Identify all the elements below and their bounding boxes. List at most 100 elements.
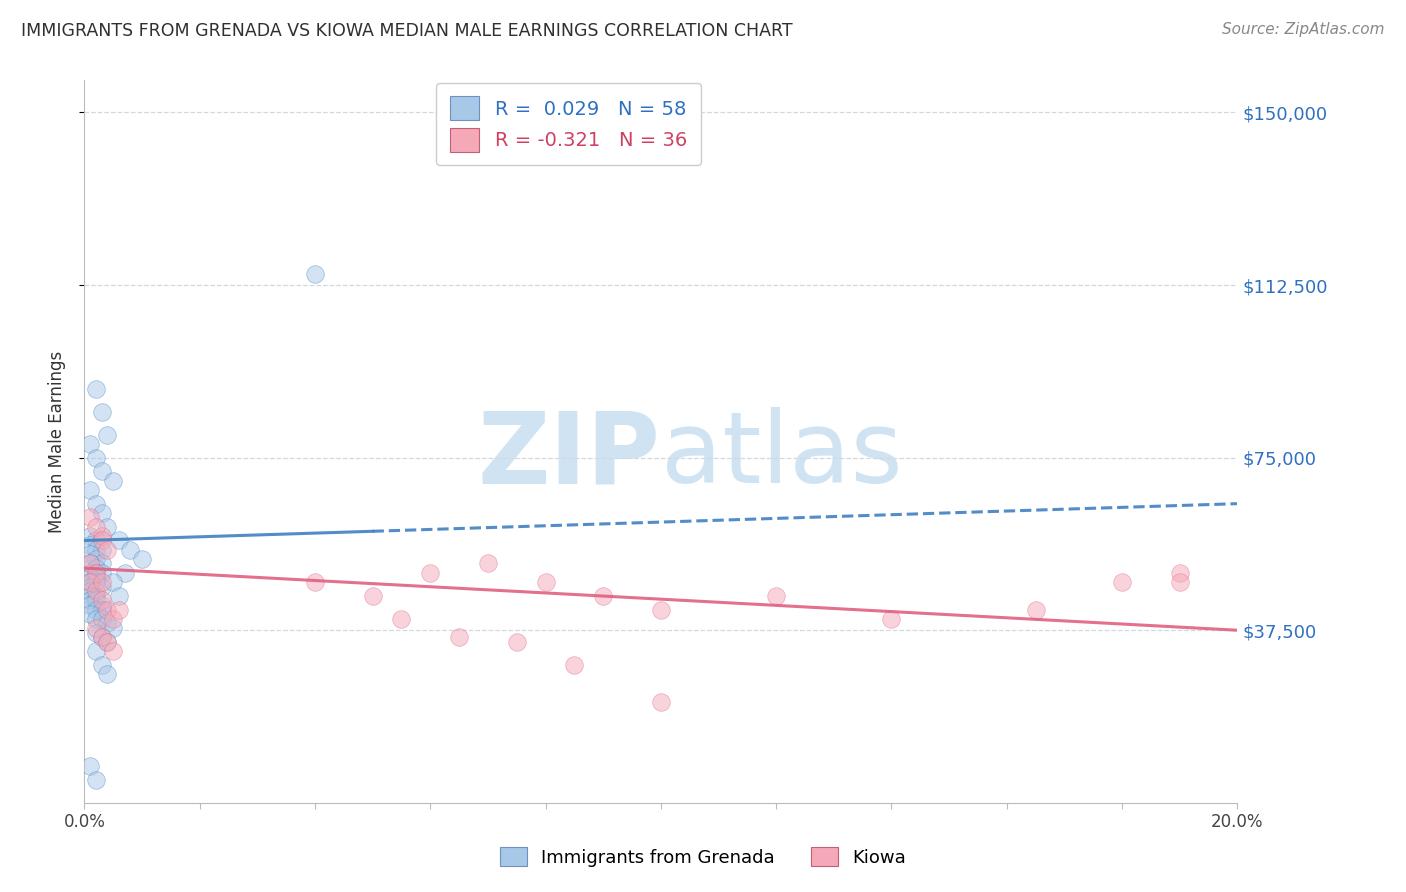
Point: [79, 580, 101, 594]
Point: [84, 561, 107, 575]
Point: [90, 465, 112, 479]
Point: [564, 657, 586, 672]
Point: [79, 607, 101, 621]
Point: [1168, 566, 1191, 580]
Point: [84, 625, 107, 640]
Point: [90, 593, 112, 607]
Point: [79, 584, 101, 599]
Point: [79, 437, 101, 451]
Point: [103, 612, 124, 626]
Point: [84, 602, 107, 616]
Point: [650, 694, 672, 708]
Point: [96, 602, 118, 616]
Point: [84, 533, 107, 548]
Point: [96, 667, 118, 681]
Point: [1168, 574, 1191, 589]
Point: [84, 542, 107, 557]
Point: [79, 529, 101, 543]
Point: [90, 574, 112, 589]
Point: [79, 557, 101, 571]
Point: [90, 598, 112, 612]
Point: [1025, 602, 1047, 616]
Point: [90, 630, 112, 644]
Point: [96, 427, 118, 442]
Point: [96, 616, 118, 631]
Point: [506, 634, 529, 648]
Point: [90, 533, 112, 548]
Point: [90, 602, 112, 616]
Point: [477, 557, 499, 571]
Point: [90, 557, 112, 571]
Point: [84, 772, 107, 787]
Point: [84, 382, 107, 396]
Point: [1111, 574, 1133, 589]
Point: [96, 542, 118, 557]
Legend: Immigrants from Grenada, Kiowa: Immigrants from Grenada, Kiowa: [492, 840, 914, 874]
Point: [90, 612, 112, 626]
Point: [90, 580, 112, 594]
Point: [79, 593, 101, 607]
Point: [592, 589, 614, 603]
Point: [391, 612, 413, 626]
Point: [84, 552, 107, 566]
Point: [84, 566, 107, 580]
Point: [304, 267, 326, 281]
Point: [131, 552, 153, 566]
Text: atlas: atlas: [661, 408, 903, 505]
Point: [84, 593, 107, 607]
Point: [361, 589, 384, 603]
Point: [90, 542, 112, 557]
Point: [84, 644, 107, 658]
Point: [103, 474, 124, 488]
Point: [79, 538, 101, 552]
Point: [84, 566, 107, 580]
Text: IMMIGRANTS FROM GRENADA VS KIOWA MEDIAN MALE EARNINGS CORRELATION CHART: IMMIGRANTS FROM GRENADA VS KIOWA MEDIAN …: [21, 22, 793, 40]
Point: [419, 566, 441, 580]
Point: [79, 589, 101, 603]
Point: [90, 657, 112, 672]
Point: [79, 566, 101, 580]
Point: [108, 533, 131, 548]
Point: [96, 634, 118, 648]
Point: [84, 574, 107, 589]
Point: [79, 557, 101, 571]
Point: [79, 547, 101, 561]
Point: [79, 574, 101, 589]
Point: [103, 621, 124, 635]
Point: [108, 589, 131, 603]
Point: [84, 497, 107, 511]
Point: [84, 570, 107, 584]
Point: [90, 630, 112, 644]
Text: Source: ZipAtlas.com: Source: ZipAtlas.com: [1222, 22, 1385, 37]
Point: [114, 566, 136, 580]
Point: [96, 634, 118, 648]
Point: [90, 566, 112, 580]
Point: [79, 483, 101, 497]
Point: [79, 759, 101, 773]
Y-axis label: Median Male Earnings: Median Male Earnings: [48, 351, 66, 533]
Point: [108, 602, 131, 616]
Point: [84, 612, 107, 626]
Point: [449, 630, 471, 644]
Point: [90, 404, 112, 418]
Point: [304, 574, 326, 589]
Point: [84, 584, 107, 599]
Point: [765, 589, 787, 603]
Point: [79, 570, 101, 584]
Point: [84, 621, 107, 635]
Point: [103, 574, 124, 589]
Point: [650, 602, 672, 616]
Text: ZIP: ZIP: [478, 408, 661, 505]
Point: [90, 506, 112, 520]
Point: [534, 574, 557, 589]
Point: [79, 574, 101, 589]
Point: [79, 598, 101, 612]
Point: [84, 589, 107, 603]
Point: [90, 529, 112, 543]
Point: [880, 612, 903, 626]
Point: [96, 519, 118, 533]
Point: [120, 542, 142, 557]
Point: [84, 450, 107, 465]
Point: [79, 510, 101, 524]
Legend: R =  0.029   N = 58, R = -0.321   N = 36: R = 0.029 N = 58, R = -0.321 N = 36: [436, 83, 700, 165]
